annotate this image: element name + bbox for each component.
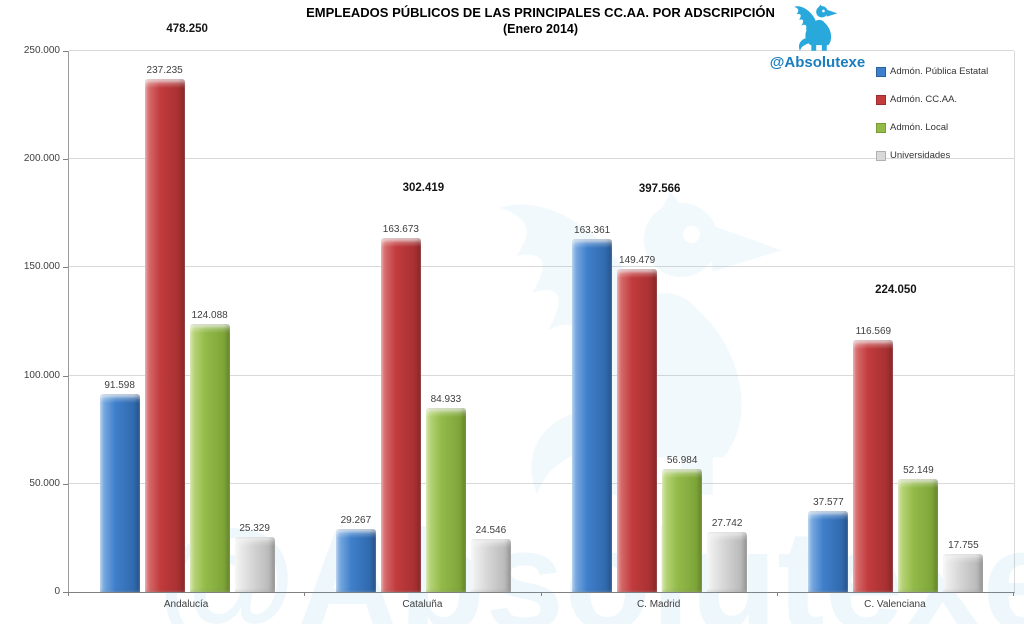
bar-c-madrid-adm-n-p-blica-estatal: 163.361 bbox=[572, 225, 613, 592]
x-axis-tickmark bbox=[540, 592, 542, 596]
bar-c-valenciana-adm-n-local: 52.149 bbox=[898, 465, 939, 592]
bar-value-label: 56.984 bbox=[666, 454, 698, 466]
y-axis-tickmark bbox=[63, 592, 68, 593]
x-axis-label-andaluc-a: Andalucía bbox=[163, 599, 209, 610]
bar-value-label: 27.742 bbox=[711, 518, 743, 529]
bar-andaluc-a-adm-n-local: 124.088 bbox=[189, 310, 230, 592]
group-total-label: 224.050 bbox=[875, 283, 917, 296]
bar-value-label: 124.088 bbox=[191, 309, 228, 321]
bar-value-label: 25.329 bbox=[239, 523, 270, 535]
bar-andaluc-a-adm-n-cc-aa: 237.235 bbox=[144, 65, 185, 592]
bar-value-label: 116.569 bbox=[855, 325, 892, 337]
chart-title-block: EMPLEADOS PÚBLICOS DE LAS PRINCIPALES CC… bbox=[68, 5, 1013, 37]
bar-value-label: 17.755 bbox=[948, 539, 979, 551]
group-total-label: 478.250 bbox=[166, 22, 208, 35]
y-axis-tickmark bbox=[63, 483, 68, 485]
bar-c-madrid-universidades: 27.742 bbox=[707, 518, 748, 592]
bar-c-madrid-adm-n-local: 56.984 bbox=[662, 455, 703, 592]
bar-catalu-a-universidades: 24.546 bbox=[470, 525, 511, 592]
x-axis-tickmark bbox=[68, 592, 69, 596]
bar-value-label: 163.673 bbox=[382, 223, 419, 235]
bar-value-label: 163.361 bbox=[574, 224, 611, 236]
gridline bbox=[69, 158, 1014, 160]
x-axis-tickmark bbox=[1013, 592, 1014, 596]
x-axis-label-c-valenciana: C. Valenciana bbox=[864, 599, 926, 610]
brand-handle: @Absolutexe bbox=[769, 54, 866, 71]
legend-label: Admón. Local bbox=[890, 122, 949, 133]
x-axis-tickmark bbox=[776, 592, 778, 596]
x-axis-label-catalu-a: Cataluña bbox=[402, 599, 443, 610]
x-axis-label-c-madrid: C. Madrid bbox=[636, 599, 681, 610]
legend-label: Admón. Pública Estatal bbox=[890, 66, 989, 77]
bar-value-label: 24.546 bbox=[475, 524, 507, 536]
legend-swatch-icon bbox=[876, 122, 886, 133]
y-axis-tick-label: 150.000 bbox=[23, 261, 60, 273]
bar-group-andaluc-a: 91.598 237.235 124.088 25.329 478.250 bbox=[69, 23, 305, 592]
chart-subtitle: (Enero 2014) bbox=[502, 22, 579, 36]
bar-group-c-madrid: 163.361 149.479 56.984 27.742 397.566 bbox=[542, 51, 778, 592]
y-axis-tickmark bbox=[63, 159, 68, 161]
bar-andaluc-a-adm-n-p-blica-estatal: 91.598 bbox=[99, 380, 140, 592]
legend-item-adm-n-local: Admón. Local bbox=[876, 122, 988, 133]
bar-value-label: 84.933 bbox=[430, 394, 462, 406]
y-axis-tickmark bbox=[63, 51, 68, 52]
legend-swatch-icon bbox=[876, 150, 886, 161]
bar-value-label: 29.267 bbox=[340, 514, 372, 526]
plot-area: @Absolutexe 91.598 237.235 124.088 25.329 47… bbox=[68, 23, 1024, 624]
group-total-label: 397.566 bbox=[638, 182, 681, 195]
bar-c-valenciana-universidades: 17.755 bbox=[943, 540, 984, 592]
legend: Admón. Pública Estatal Admón. CC.AA. Admón… bbox=[876, 66, 988, 178]
bar-c-valenciana-adm-n-cc-aa: 116.569 bbox=[853, 326, 894, 592]
y-axis-tick-label: 200.000 bbox=[23, 153, 60, 165]
y-axis-tick-label: 50.000 bbox=[29, 477, 60, 489]
bar-group-c-valenciana: 37.577 116.569 52.149 17.755 224.050 bbox=[778, 51, 1014, 592]
y-axis-tick-label: 100.000 bbox=[23, 369, 60, 381]
bar-catalu-a-adm-n-cc-aa: 163.673 bbox=[380, 224, 421, 592]
bar-value-label: 37.577 bbox=[813, 496, 844, 508]
chart-title: EMPLEADOS PÚBLICOS DE LAS PRINCIPALES CC… bbox=[306, 5, 775, 20]
y-axis-tick-label: 0 bbox=[54, 586, 60, 597]
x-axis-tickmark bbox=[304, 592, 306, 596]
y-axis-tickmark bbox=[63, 267, 68, 269]
bar-value-label: 149.479 bbox=[619, 254, 656, 266]
bar-c-valenciana-adm-n-p-blica-estatal: 37.577 bbox=[808, 497, 849, 592]
legend-label: Admón. CC.AA. bbox=[890, 94, 958, 105]
griffin-logo-icon bbox=[794, 4, 838, 51]
bar-andaluc-a-universidades: 25.329 bbox=[234, 523, 275, 592]
bar-group-catalu-a: 29.267 163.673 84.933 24.546 302.419 bbox=[305, 51, 541, 592]
bar-value-label: 52.149 bbox=[903, 465, 934, 477]
legend-item-adm-n-cc-aa: Admón. CC.AA. bbox=[876, 94, 988, 105]
y-axis-tick-label: 250.000 bbox=[23, 45, 60, 56]
gridline bbox=[69, 50, 1014, 51]
bar-value-label: 237.235 bbox=[146, 64, 183, 76]
bar-c-madrid-adm-n-cc-aa: 149.479 bbox=[617, 255, 658, 592]
legend-swatch-icon bbox=[876, 94, 886, 105]
bar-catalu-a-adm-n-local: 84.933 bbox=[425, 394, 466, 592]
group-total-label: 302.419 bbox=[402, 181, 445, 194]
bar-value-label: 91.598 bbox=[104, 379, 135, 391]
bar-catalu-a-adm-n-p-blica-estatal: 29.267 bbox=[335, 515, 376, 592]
y-axis-tickmark bbox=[63, 375, 68, 377]
legend-item-adm-n-p-blica-estatal: Admón. Pública Estatal bbox=[876, 66, 988, 77]
legend-item-universidades: Universidades bbox=[876, 150, 988, 161]
legend-label: Universidades bbox=[890, 150, 951, 161]
legend-swatch-icon bbox=[876, 66, 886, 77]
